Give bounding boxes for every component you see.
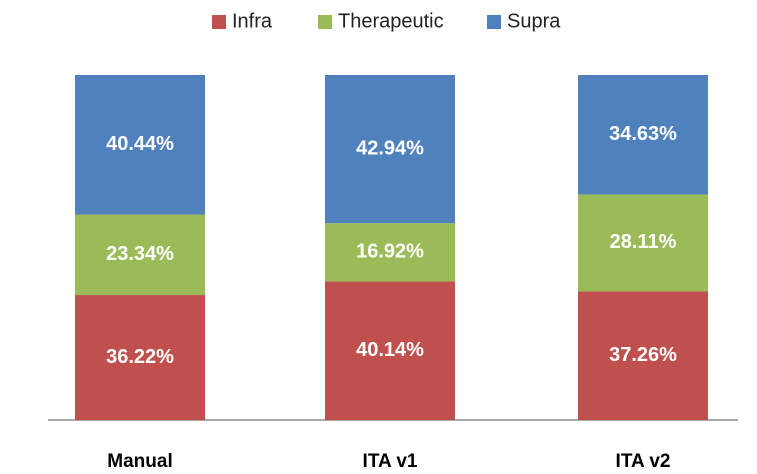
value-label: 34.63% — [609, 123, 677, 145]
x-tick-label: ITA v2 — [616, 451, 671, 472]
value-label: 42.94% — [356, 137, 424, 159]
bar-segment — [75, 214, 205, 296]
bar-segment — [578, 194, 708, 292]
value-label: 28.11% — [610, 231, 677, 253]
bar-segment — [578, 291, 708, 420]
legend-swatch — [212, 15, 226, 29]
bar-segment — [325, 223, 455, 282]
legend-label: Therapeutic — [338, 10, 444, 32]
value-label: 36.22% — [106, 346, 174, 368]
legend-label: Supra — [507, 10, 561, 32]
value-label: 40.44% — [106, 133, 174, 155]
x-tick-label: Manual — [107, 451, 172, 472]
x-tick-label: ITA v1 — [363, 451, 418, 472]
value-label: 40.14% — [356, 339, 424, 361]
bar-segment — [578, 75, 708, 195]
legend-label: Infra — [232, 10, 273, 32]
legend-swatch — [487, 15, 501, 29]
bar-segment — [75, 75, 205, 215]
value-label: 16.92% — [356, 241, 424, 263]
value-label: 23.34% — [106, 243, 174, 265]
bar-segment — [75, 295, 205, 420]
bar-segment — [325, 75, 455, 224]
bar-segment — [325, 281, 455, 420]
value-label: 37.26% — [609, 344, 677, 366]
legend-swatch — [318, 15, 332, 29]
